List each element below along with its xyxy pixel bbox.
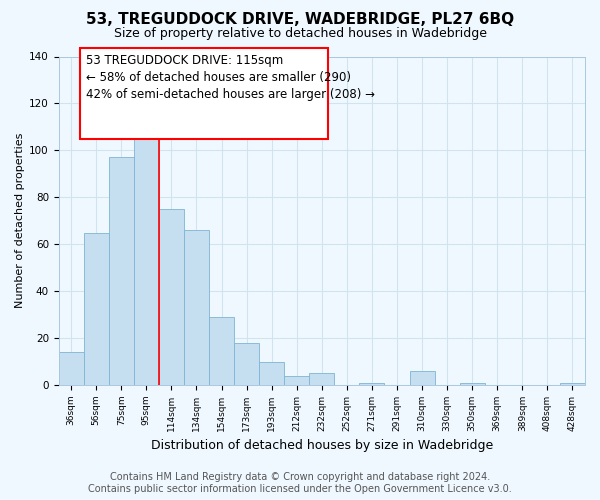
Bar [284, 376, 309, 385]
Bar [209, 317, 234, 385]
Text: Contains HM Land Registry data © Crown copyright and database right 2024.
Contai: Contains HM Land Registry data © Crown c… [88, 472, 512, 494]
Bar [234, 343, 259, 385]
X-axis label: Distribution of detached houses by size in Wadebridge: Distribution of detached houses by size … [151, 440, 493, 452]
Text: 42% of semi-detached houses are larger (208) →: 42% of semi-detached houses are larger (… [86, 88, 374, 102]
Bar [309, 374, 334, 385]
Bar [359, 382, 385, 385]
Bar [134, 118, 159, 385]
Text: ← 58% of detached houses are smaller (290): ← 58% of detached houses are smaller (29… [86, 72, 350, 85]
Bar [84, 232, 109, 385]
Bar [410, 371, 434, 385]
Bar [59, 352, 84, 385]
Bar [184, 230, 209, 385]
Text: Size of property relative to detached houses in Wadebridge: Size of property relative to detached ho… [113, 28, 487, 40]
Y-axis label: Number of detached properties: Number of detached properties [15, 133, 25, 308]
Text: 53 TREGUDDOCK DRIVE: 115sqm: 53 TREGUDDOCK DRIVE: 115sqm [86, 54, 283, 68]
Bar [460, 382, 485, 385]
Bar [560, 382, 585, 385]
Bar [159, 209, 184, 385]
Text: 53, TREGUDDOCK DRIVE, WADEBRIDGE, PL27 6BQ: 53, TREGUDDOCK DRIVE, WADEBRIDGE, PL27 6… [86, 12, 514, 28]
Bar [109, 158, 134, 385]
Bar [259, 362, 284, 385]
